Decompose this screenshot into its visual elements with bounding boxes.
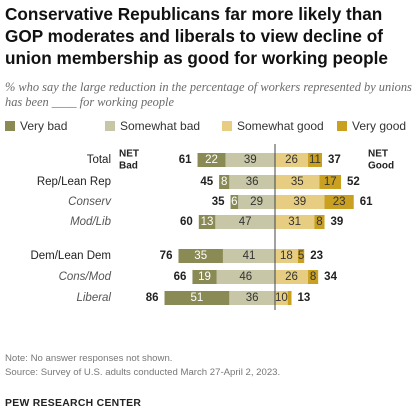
legend-swatch-somewhat-bad (105, 121, 115, 131)
category-label: Liberal (76, 292, 111, 304)
bar-somewhat-bad (215, 215, 275, 229)
data-label-very-good: 17 (324, 176, 337, 188)
legend: Very bad Somewhat bad Somewhat good Very… (5, 118, 417, 136)
footer-source: Source: Survey of U.S. adults conducted … (5, 367, 281, 378)
bar-very-good (308, 153, 322, 167)
legend-swatch-very-bad (5, 121, 15, 131)
bar-very-good (324, 195, 354, 209)
data-label-somewhat-good: 39 (293, 196, 306, 208)
bar-somewhat-bad (225, 153, 275, 167)
data-label-somewhat-good: 26 (285, 154, 298, 166)
net-good-header-line1: NET (368, 149, 388, 160)
net-bad-header-line1: NET (119, 149, 139, 160)
legend-label-very-good: Very good (352, 119, 407, 133)
bar-very-good (314, 215, 325, 229)
data-label-somewhat-bad: 39 (244, 154, 257, 166)
data-label-very-bad: 8 (221, 176, 227, 188)
data-label-very-good: 5 (298, 250, 304, 262)
category-label: Cons/Mod (59, 271, 112, 283)
data-label-very-bad: 35 (194, 250, 207, 262)
data-label-very-good: 11 (309, 154, 321, 166)
bar-very-bad (198, 215, 216, 229)
net-good-value: 34 (324, 271, 337, 283)
bar-somewhat-bad (216, 270, 275, 284)
category-label: Dem/Lean Dem (30, 250, 111, 262)
category-label: Total (87, 154, 111, 166)
bar-somewhat-bad (238, 195, 275, 209)
net-bad-value: 35 (212, 196, 225, 208)
category-label: Mod/Lib (70, 216, 112, 228)
source-brand: PEW RESEARCH CENTER (5, 398, 142, 409)
legend-label-very-bad: Very bad (20, 119, 68, 133)
net-good-value: 13 (298, 292, 311, 304)
bar-somewhat-bad (222, 249, 275, 263)
bar-very-bad (178, 249, 223, 263)
data-label-somewhat-good: 31 (288, 216, 301, 228)
data-label-somewhat-bad: 36 (246, 292, 259, 304)
data-label-somewhat-good: 10 (275, 292, 288, 304)
category-label: Conserv (68, 196, 112, 208)
legend-swatch-very-good (337, 121, 347, 131)
bar-somewhat-good (275, 249, 298, 263)
data-label-somewhat-good: 18 (280, 250, 293, 262)
bar-somewhat-good (275, 291, 288, 305)
legend-swatch-somewhat-good (222, 121, 232, 131)
bar-somewhat-good (275, 270, 309, 284)
bar-very-good (287, 291, 292, 305)
chart-title: Conservative Republicans far more likely… (5, 4, 388, 68)
data-label-somewhat-good: 35 (291, 176, 304, 188)
bar-somewhat-good (275, 175, 320, 189)
bar-somewhat-bad (229, 175, 275, 189)
net-good-header-line2: Good (368, 161, 394, 172)
category-label: Rep/Lean Rep (37, 176, 111, 188)
net-good-value: 23 (310, 250, 323, 262)
bar-very-bad (219, 175, 230, 189)
net-bad-header-line2: Bad (119, 161, 138, 172)
data-label-somewhat-bad: 47 (239, 216, 252, 228)
net-bad-value: 66 (174, 271, 187, 283)
bar-very-good (319, 175, 342, 189)
net-bad-value: 76 (160, 250, 173, 262)
net-bad-value: 61 (179, 154, 192, 166)
data-label-very-bad: 22 (205, 154, 218, 166)
data-label-somewhat-bad: 29 (250, 196, 263, 208)
bar-very-bad (164, 291, 230, 305)
data-label-somewhat-bad: 46 (239, 271, 252, 283)
footer-note: Note: No answer responses not shown. (5, 353, 173, 364)
bar-very-bad (197, 153, 226, 167)
data-label-very-good: 23 (333, 196, 346, 208)
data-label-very-bad: 6 (231, 196, 237, 208)
bar-somewhat-good (275, 195, 325, 209)
net-bad-value: 86 (146, 292, 159, 304)
bar-very-good (297, 249, 305, 263)
bar-very-good (308, 270, 319, 284)
data-label-somewhat-bad: 36 (246, 176, 259, 188)
net-good-value: 37 (328, 154, 341, 166)
net-good-value: 61 (360, 196, 373, 208)
data-label-very-bad: 51 (190, 292, 203, 304)
net-bad-value: 45 (200, 176, 213, 188)
data-label-very-bad: 19 (198, 271, 211, 283)
bar-somewhat-good (275, 153, 309, 167)
legend-label-somewhat-bad: Somewhat bad (120, 119, 201, 133)
bar-somewhat-good (275, 215, 315, 229)
net-good-value: 39 (331, 216, 344, 228)
data-label-very-bad: 13 (201, 216, 214, 228)
legend-label-somewhat-good: Somewhat good (237, 119, 324, 133)
data-label-somewhat-bad: 41 (243, 250, 256, 262)
chart-subtitle: % who say the large reduction in the per… (5, 80, 412, 109)
bar-very-bad (230, 195, 239, 209)
data-label-very-good: 8 (316, 216, 322, 228)
bar-somewhat-bad (229, 291, 275, 305)
bar-very-bad (192, 270, 217, 284)
data-label-very-good: 8 (310, 271, 316, 283)
net-bad-value: 60 (180, 216, 193, 228)
net-good-value: 52 (347, 176, 360, 188)
data-label-somewhat-good: 26 (285, 271, 298, 283)
